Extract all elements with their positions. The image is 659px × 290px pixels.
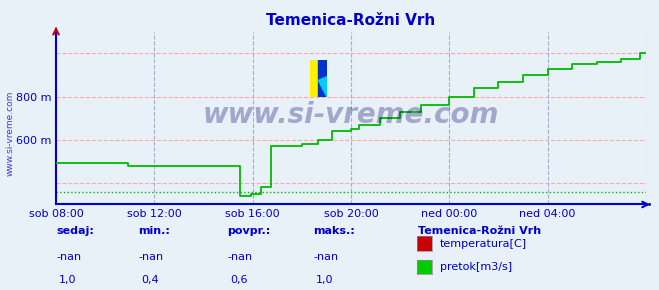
Text: 0,4: 0,4	[142, 276, 159, 285]
Polygon shape	[318, 77, 327, 97]
Polygon shape	[318, 59, 327, 97]
Text: -nan: -nan	[138, 252, 163, 262]
Title: Temenica-Rožni Vrh: Temenica-Rožni Vrh	[266, 13, 436, 28]
Text: 1,0: 1,0	[316, 276, 334, 285]
Text: Temenica-Rožni Vrh: Temenica-Rožni Vrh	[418, 226, 542, 236]
Text: povpr.:: povpr.:	[227, 226, 271, 236]
Text: min.:: min.:	[138, 226, 170, 236]
Text: -nan: -nan	[56, 252, 81, 262]
Text: -nan: -nan	[313, 252, 338, 262]
Text: www.si-vreme.com: www.si-vreme.com	[5, 91, 14, 176]
Polygon shape	[310, 59, 318, 97]
Text: www.si-vreme.com: www.si-vreme.com	[203, 101, 499, 129]
Text: -nan: -nan	[227, 252, 252, 262]
Text: pretok[m3/s]: pretok[m3/s]	[440, 262, 512, 272]
Text: 0,6: 0,6	[231, 276, 248, 285]
Text: sedaj:: sedaj:	[56, 226, 94, 236]
Text: maks.:: maks.:	[313, 226, 355, 236]
Text: 1,0: 1,0	[59, 276, 77, 285]
Text: temperatura[C]: temperatura[C]	[440, 239, 527, 249]
